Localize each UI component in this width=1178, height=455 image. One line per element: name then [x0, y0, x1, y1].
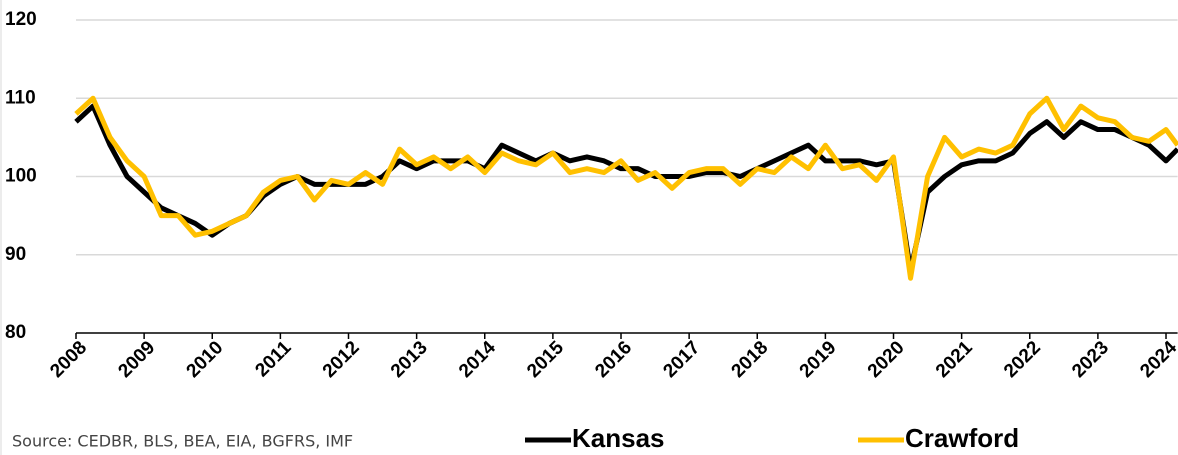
- series-line: [74, 103, 1178, 273]
- y-tick-label: 80: [5, 322, 26, 343]
- x-tick-label: 2012: [319, 337, 364, 382]
- y-tick-label: 110: [5, 87, 36, 108]
- x-tick-label: 2022: [1000, 337, 1045, 382]
- x-tick-label: 2024: [1136, 337, 1178, 382]
- x-tick-label: 2019: [796, 337, 841, 382]
- x-tick-label: 2009: [114, 337, 159, 382]
- source-note: Source: CEDBR, BLS, BEA, EIA, BGFRS, IMF: [12, 432, 353, 451]
- x-tick-label: 2021: [932, 337, 977, 382]
- x-tick-label: 2018: [728, 337, 773, 382]
- x-tick-label: 2011: [251, 337, 295, 381]
- x-tick-label: 2008: [46, 337, 91, 382]
- y-tick-label: 120: [5, 9, 37, 30]
- x-tick-label: 2020: [864, 337, 909, 382]
- legend-label: Crawford: [905, 423, 1019, 453]
- x-tick-label: 2010: [183, 337, 228, 382]
- series-line: [74, 95, 1178, 281]
- x-tick-label: 2013: [387, 337, 432, 382]
- x-tick-label: 2017: [659, 337, 704, 382]
- x-tick-label: 2014: [455, 337, 500, 382]
- y-tick-label: 100: [5, 166, 37, 187]
- y-tick-label: 90: [5, 244, 26, 265]
- x-tick-label: 2016: [591, 337, 636, 382]
- x-tick-label: 2023: [1068, 337, 1113, 382]
- x-tick-label: 2015: [523, 337, 568, 382]
- legend-label: Kansas: [572, 423, 665, 453]
